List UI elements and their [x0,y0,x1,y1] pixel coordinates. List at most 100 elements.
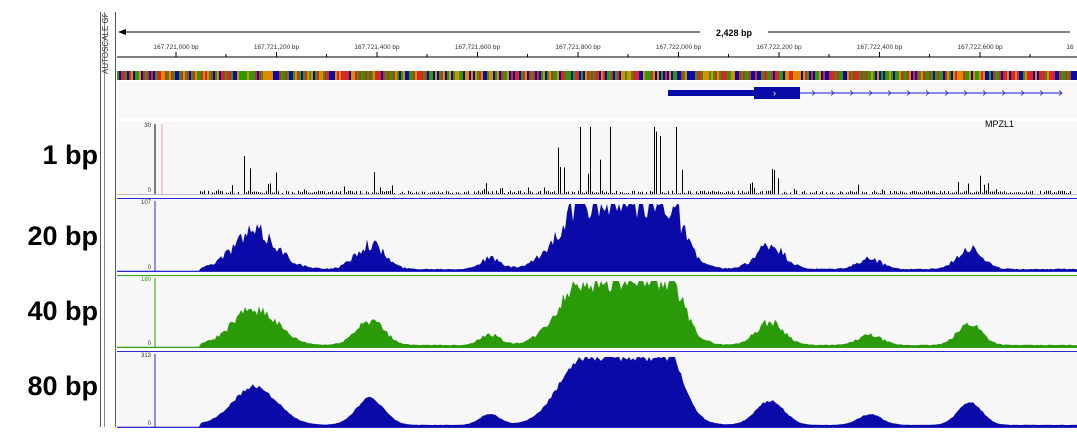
coverage-bar [1004,191,1005,194]
coverage-track-1[interactable]: 30 0 [117,121,1077,195]
sequence-base [185,71,187,80]
coverage-track-bg [117,121,1077,194]
coverage-bar [726,191,727,194]
sequence-base [767,71,769,80]
coverage-bar [678,193,679,194]
coverage-bar [1008,193,1009,194]
coverage-scale-min: 0 [148,265,152,271]
strand-arrow [1020,90,1025,96]
gene-track[interactable]: › [117,82,1077,118]
coverage-bar [956,191,957,194]
sequence-base [561,71,563,80]
sequence-base [617,71,619,80]
coverage-bar [814,192,815,194]
sequence-base [987,71,989,80]
sequence-base [979,71,981,80]
sequence-base [953,71,955,80]
coverage-bar [272,192,273,194]
coverage-bar [680,193,681,194]
sequence-base [879,71,881,80]
coverage-bar [404,193,405,194]
coverage-area [117,204,1077,271]
sequence-base [195,71,197,80]
sequence-base [269,71,271,80]
sequence-base [217,71,219,80]
coverage-bar [826,192,827,194]
sequence-base [219,71,221,80]
track-label-40bp: 40 bp [27,296,98,326]
sequence-base [1041,71,1043,80]
coverage-bar [1062,190,1063,194]
coverage-bar [936,192,937,194]
sequence-base [429,71,431,80]
sequence-base [735,71,737,80]
coverage-bar [720,192,721,194]
sequence-base [639,71,641,80]
sequence-track[interactable] [117,71,1077,80]
sequence-base [389,71,391,80]
sequence-base [749,71,751,80]
coverage-bar [928,190,929,194]
sequence-base [505,71,507,80]
coverage-bar [1022,192,1023,194]
coverage-bar [724,193,725,194]
coverage-bar [782,193,783,194]
sequence-base [575,71,577,80]
coverage-bar [768,190,769,194]
sequence-base [303,71,305,80]
sequence-base [517,71,519,80]
coverage-bar [784,191,785,194]
coverage-bar [872,192,873,194]
coverage-bar [308,192,309,194]
sequence-base [201,71,203,80]
coverage-bar [744,192,745,194]
sequence-base [491,71,493,80]
sequence-base [547,71,549,80]
coverage-bar [1016,192,1017,194]
sequence-base [807,71,809,80]
coverage-bar [892,193,893,194]
coverage-bar [230,191,231,194]
coverage-bar [716,192,717,194]
coverage-bar [384,191,385,194]
sequence-base [397,71,399,80]
sequence-base [459,71,461,80]
sequence-base [543,71,545,80]
sequence-base [663,71,665,80]
coverage-bar [422,191,423,194]
coverage-bar [878,193,879,194]
coverage-bar [1018,192,1019,194]
sequence-base [463,71,465,80]
sequence-base [453,71,455,80]
sequence-base [1039,71,1041,80]
coverage-bar [586,191,587,194]
coverage-bar [596,192,597,194]
coverage-bar [232,185,233,194]
sequence-base [507,71,509,80]
sequence-base [1045,71,1047,80]
sequence-base [323,71,325,80]
coverage-bar [610,127,611,194]
strand-arrow [906,90,911,96]
coverage-bar [742,190,743,194]
coverage-bar [254,191,255,194]
sequence-base [623,71,625,80]
coverage-bar [688,191,689,194]
coverage-track-4[interactable]: 313 0 [117,351,1077,428]
strand-arrow [963,90,968,96]
coverage-bar [730,192,731,194]
coverage-track-2[interactable]: 107 0 [117,198,1077,272]
sequence-base [1025,71,1027,80]
sequence-base [1051,71,1053,80]
sequence-base [443,71,445,80]
gene-name[interactable]: MPZL1 [985,119,1015,129]
ruler[interactable]: 2,428 bp 167,721,000 bp 167,721,200 bp 167… [117,28,1077,58]
coverage-bar [774,170,775,194]
sequence-base [989,71,991,80]
coverage-bar [632,191,633,194]
sequence-base [713,71,715,80]
sequence-base [577,71,579,80]
